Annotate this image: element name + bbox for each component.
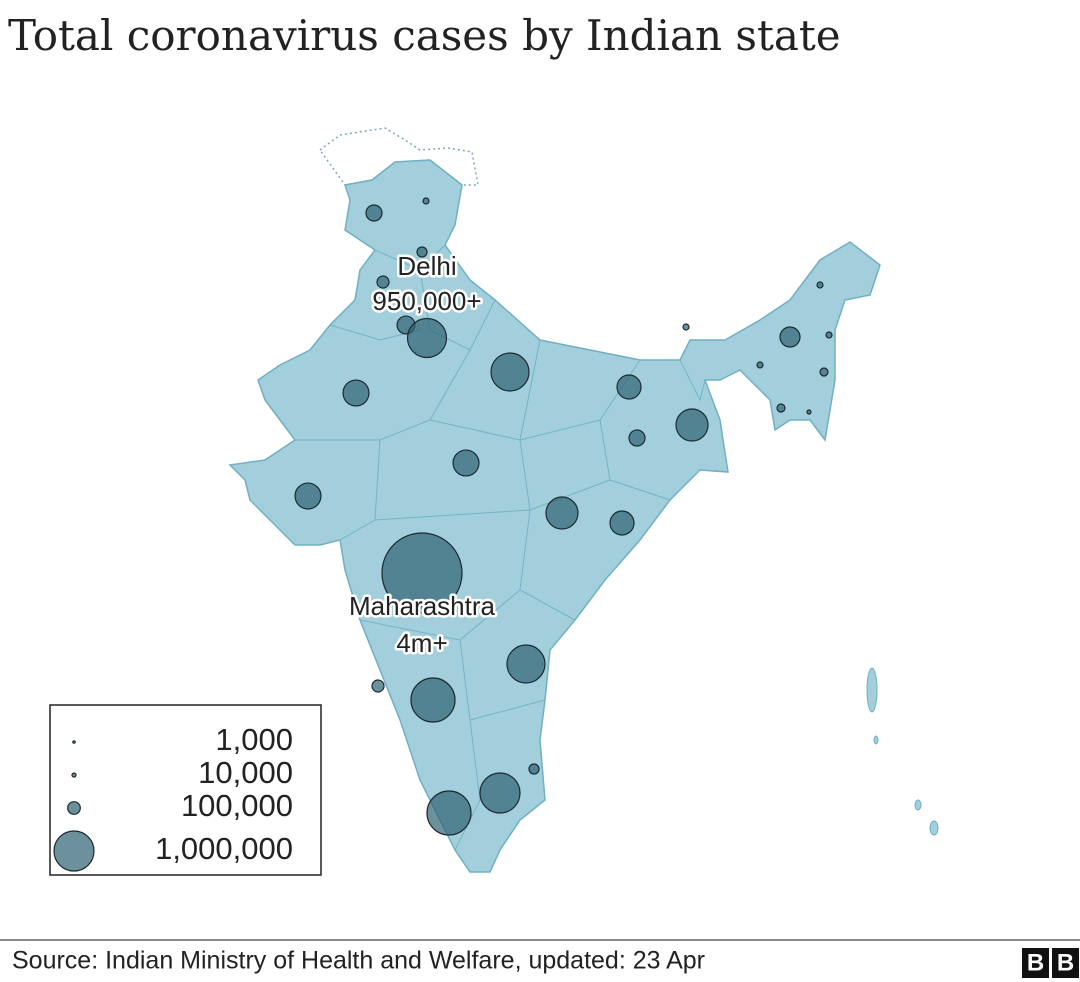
- state-borders: [295, 244, 706, 851]
- bubble: [426, 790, 472, 836]
- bubble: [616, 374, 642, 400]
- legend-box: [49, 704, 322, 876]
- legend-bubble: [72, 740, 76, 744]
- source: Source: Indian Ministry of Health and We…: [12, 947, 705, 975]
- border-lines: [295, 244, 706, 851]
- legend-label: 1,000,000: [155, 831, 293, 866]
- bubble: [628, 429, 646, 447]
- bubble: [816, 281, 824, 289]
- bubble: [406, 317, 448, 359]
- legend-label: 10,000: [198, 755, 293, 790]
- logo-letter: B: [1057, 949, 1074, 976]
- legend-bubble: [53, 830, 95, 872]
- bubble: [819, 367, 829, 377]
- bubble: [479, 772, 521, 814]
- annotation-value: 950,000+: [372, 286, 481, 316]
- bubble: [410, 677, 456, 723]
- bubbles: [294, 197, 833, 836]
- bubble: [528, 763, 540, 775]
- bubble: [682, 323, 690, 331]
- kashmir-outline: [318, 127, 479, 186]
- bubble: [371, 679, 385, 693]
- bubble: [825, 331, 833, 339]
- bubble: [452, 449, 480, 477]
- bubble: [545, 496, 579, 530]
- bubble: [806, 409, 812, 415]
- legend-bubble: [71, 772, 77, 778]
- bubble: [294, 482, 322, 510]
- bubble: [416, 246, 428, 258]
- bubble: [675, 408, 709, 442]
- logo-box: [1022, 948, 1049, 978]
- bubble: [609, 510, 635, 536]
- map: [228, 127, 939, 873]
- islands: [866, 667, 939, 836]
- bubble: [365, 204, 383, 222]
- bubble: [342, 379, 370, 407]
- logo-letter: B: [1027, 949, 1044, 976]
- legend-bubble: [67, 801, 81, 815]
- bubble: [506, 644, 546, 684]
- bubble: [376, 275, 390, 289]
- bubble: [776, 403, 786, 413]
- chart-title: Total coronavirus cases by Indian state: [8, 11, 841, 60]
- legend-label: 1,000: [215, 722, 293, 757]
- annotation-name: Maharashtra: [349, 591, 495, 621]
- annotation-value: 4m+: [396, 628, 447, 658]
- bubble: [381, 532, 463, 614]
- legend-label: 100,000: [181, 788, 293, 823]
- bubble: [779, 326, 801, 348]
- bubble: [756, 361, 764, 369]
- bubble: [422, 197, 430, 205]
- annotation-name: Delhi: [397, 251, 456, 281]
- logo-box: [1052, 948, 1079, 978]
- bubble: [490, 352, 530, 392]
